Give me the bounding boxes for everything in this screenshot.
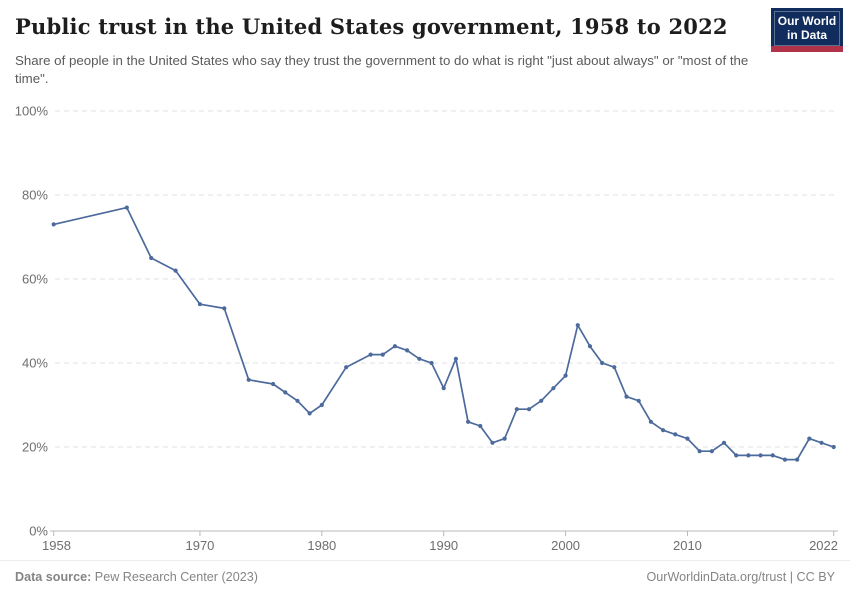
data-point[interactable]: [283, 390, 288, 395]
data-source-note: Data source: Pew Research Center (2023): [15, 570, 258, 600]
data-point[interactable]: [441, 386, 446, 391]
data-point[interactable]: [697, 449, 702, 454]
data-point[interactable]: [746, 453, 751, 458]
data-point[interactable]: [636, 398, 641, 403]
x-axis-label: 1970: [185, 538, 214, 553]
data-point[interactable]: [587, 344, 593, 349]
data-point[interactable]: [478, 423, 483, 429]
owid-logo-text: Our World in Data: [774, 11, 840, 46]
data-point[interactable]: [673, 432, 678, 437]
data-point[interactable]: [51, 222, 56, 227]
data-point[interactable]: [514, 407, 519, 412]
y-axis-label: 0%: [29, 524, 48, 539]
data-point[interactable]: [417, 356, 422, 361]
data-point[interactable]: [465, 419, 471, 424]
data-point[interactable]: [807, 436, 812, 441]
y-axis-label: 100%: [15, 104, 49, 119]
data-source-value: Pew Research Center (2023): [91, 570, 258, 584]
data-point[interactable]: [149, 255, 154, 261]
data-point[interactable]: [295, 398, 300, 403]
data-point[interactable]: [563, 373, 568, 378]
data-point[interactable]: [685, 436, 690, 441]
owid-logo-line1: Our World: [777, 13, 837, 28]
trust-line-chart: 0% 20% 40% 60% 80% 100% 1958 1970 1980 1990 2000 20…: [15, 104, 838, 553]
data-point[interactable]: [319, 402, 324, 408]
y-axis-label: 80%: [22, 188, 48, 203]
y-axis-label: 40%: [22, 356, 48, 371]
data-point[interactable]: [660, 428, 666, 433]
data-point[interactable]: [539, 398, 544, 403]
data-point[interactable]: [734, 453, 739, 458]
data-point[interactable]: [600, 360, 605, 366]
data-point[interactable]: [575, 323, 580, 328]
data-point[interactable]: [819, 440, 824, 445]
owid-logo-redbar: [771, 46, 843, 52]
chart-footer: Data source: Pew Research Center (2023) …: [0, 560, 850, 600]
data-point[interactable]: [709, 449, 714, 454]
data-point[interactable]: [795, 457, 800, 462]
data-point[interactable]: [831, 444, 836, 450]
x-axis-label: 1990: [429, 538, 458, 553]
data-point[interactable]: [368, 352, 373, 357]
owid-logo-line2: in Data: [786, 27, 827, 42]
data-point[interactable]: [405, 348, 410, 353]
y-axis-label: 60%: [22, 272, 48, 287]
data-point[interactable]: [624, 394, 629, 399]
attribution-link[interactable]: OurWorldinData.org/trust | CC BY: [646, 570, 835, 584]
data-point[interactable]: [551, 386, 556, 391]
data-point[interactable]: [453, 356, 458, 361]
data-point[interactable]: [490, 440, 495, 445]
data-point[interactable]: [380, 352, 385, 357]
page-title: Public trust in the United States govern…: [15, 14, 728, 39]
data-point[interactable]: [429, 360, 434, 366]
data-point[interactable]: [197, 302, 203, 307]
data-point[interactable]: [758, 453, 763, 458]
data-point[interactable]: [782, 457, 788, 462]
chart-plot-area: 0% 20% 40% 60% 80% 100% 1958 1970 1980 1990 2000 20…: [0, 95, 850, 565]
data-point[interactable]: [124, 205, 129, 210]
data-source-label: Data source:: [15, 570, 92, 584]
x-axis-label: 2022: [809, 538, 838, 553]
trust-series-line: [53, 206, 834, 461]
data-point[interactable]: [270, 381, 276, 387]
data-point[interactable]: [526, 407, 532, 412]
data-point[interactable]: [648, 419, 653, 424]
x-axis-label: 2000: [551, 538, 580, 553]
data-point[interactable]: [392, 344, 398, 349]
data-point[interactable]: [502, 436, 507, 441]
x-axis-label: 1980: [307, 538, 336, 553]
x-axis-label: 2010: [673, 538, 702, 553]
data-point[interactable]: [246, 377, 251, 382]
data-point[interactable]: [173, 268, 178, 273]
data-point[interactable]: [222, 306, 227, 311]
data-point[interactable]: [612, 365, 617, 370]
y-axis-label: 20%: [22, 440, 48, 455]
owid-logo[interactable]: Our World in Data: [771, 8, 843, 52]
chart-subtitle: Share of people in the United States who…: [15, 53, 749, 87]
data-point[interactable]: [344, 365, 349, 370]
data-point[interactable]: [307, 411, 312, 416]
data-point[interactable]: [770, 453, 775, 458]
x-axis-label: 1958: [42, 538, 71, 553]
data-point[interactable]: [721, 440, 727, 445]
